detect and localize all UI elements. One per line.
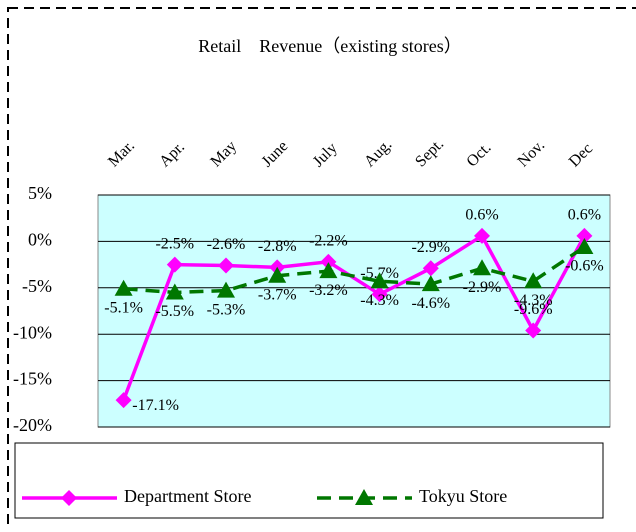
marker [166, 256, 183, 273]
series-line [123, 245, 586, 295]
y-tick-label: -5% [22, 276, 52, 296]
marker [422, 260, 439, 277]
legend-marker [355, 489, 373, 505]
data-label: -5.3% [207, 301, 246, 318]
data-label: 0.6% [568, 207, 601, 224]
data-label: -3.2% [309, 282, 348, 299]
marker [576, 227, 593, 244]
data-label: -2.8% [258, 238, 297, 255]
x-tick-label: Oct. [463, 139, 494, 170]
data-label: -2.9% [463, 279, 502, 296]
data-label: -17.1% [132, 397, 179, 414]
marker [320, 253, 337, 270]
data-label: -2.6% [207, 236, 246, 253]
data-label: -4.3% [514, 292, 553, 309]
chart-title: Retail Revenue（existing stores） [198, 36, 461, 56]
legend-label: Department Store [124, 486, 251, 506]
chart-border [7, 7, 636, 532]
data-label: -0.6% [565, 258, 604, 275]
data-label: -4.3% [360, 292, 399, 309]
marker [218, 257, 234, 274]
marker [217, 281, 235, 298]
x-tick-label: Sept. [412, 135, 447, 170]
marker [525, 322, 542, 339]
marker [319, 262, 338, 279]
y-tick-label: -20% [13, 415, 52, 435]
y-tick-label: 0% [28, 230, 52, 250]
data-label: -5.5% [155, 303, 194, 320]
marker [524, 272, 543, 289]
legend-marker [61, 490, 77, 506]
x-tick-label: Nov. [515, 137, 549, 171]
marker [115, 392, 132, 409]
legend-box [14, 442, 604, 519]
data-label: -2.5% [155, 235, 194, 252]
marker [473, 259, 491, 276]
marker [370, 272, 389, 289]
y-tick-label: -15% [13, 369, 52, 389]
data-label: -2.2% [309, 232, 348, 249]
x-tick-label: July [310, 140, 341, 171]
data-label: -5.1% [104, 299, 143, 316]
marker [114, 279, 133, 296]
x-tick-label: Mar. [105, 137, 138, 170]
y-tick-label: -10% [13, 322, 52, 342]
data-label: -4.6% [411, 295, 450, 312]
data-label: -3.7% [258, 286, 297, 303]
data-label: -9.6% [514, 301, 553, 318]
data-label: -2.9% [411, 239, 450, 256]
x-tick-label: June [259, 138, 292, 171]
marker [371, 286, 388, 303]
y-tick-label: 5% [28, 183, 52, 203]
legend-label: Tokyu Store [419, 486, 507, 506]
marker [421, 275, 440, 292]
marker [165, 283, 184, 300]
x-tick-label: Aug. [361, 136, 395, 170]
series-line [121, 233, 586, 401]
plot-area [97, 194, 611, 428]
marker [268, 266, 287, 283]
marker [474, 227, 490, 244]
data-label: 0.6% [465, 207, 498, 224]
marker [575, 237, 594, 254]
x-tick-label: Apr. [156, 139, 188, 171]
x-tick-label: Dec [566, 140, 596, 170]
x-tick-label: May [207, 138, 240, 171]
